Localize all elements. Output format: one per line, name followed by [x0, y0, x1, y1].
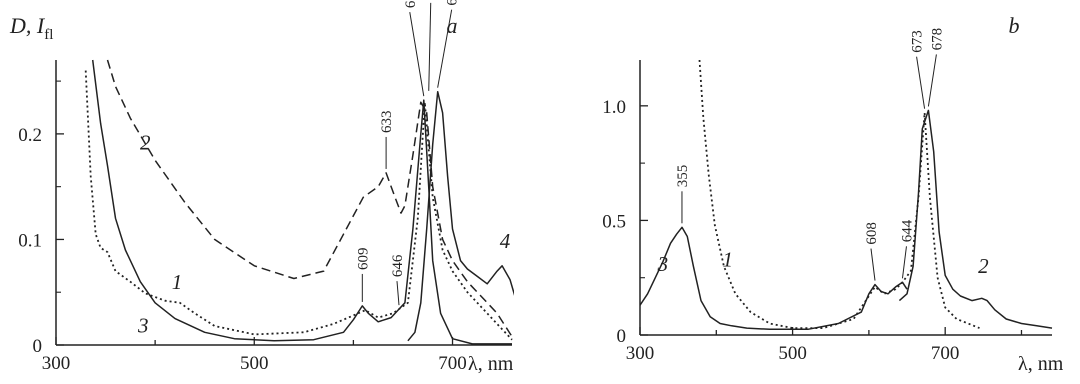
y-axis-label-main: D, I	[9, 13, 46, 38]
y-tick-label: 0.5	[602, 211, 626, 232]
panel-letter: b	[1009, 13, 1020, 38]
curve-label: 3	[137, 313, 149, 337]
curve-label: 1	[172, 270, 183, 294]
y-tick-label: 0	[33, 336, 43, 357]
curve-label: 4	[500, 229, 511, 253]
peak-label: 678	[929, 28, 945, 51]
x-tick-label: 500	[778, 343, 807, 364]
series-line-3	[640, 226, 908, 331]
peak-label: 644	[899, 219, 915, 242]
peak-label: 609	[355, 247, 371, 270]
peak-leader	[870, 248, 876, 281]
peak-label: 608	[864, 222, 880, 245]
y-axis-label-subscript: fl	[44, 27, 53, 43]
peak-label: 673	[910, 30, 926, 53]
peak-leader	[437, 9, 453, 88]
peak-label: 671	[403, 0, 419, 8]
peak-label: 646	[390, 254, 406, 277]
panel-a: 30050070000.10.26096336466716766851234aλ…	[9, 0, 514, 375]
x-tick-label: 300	[42, 353, 71, 374]
y-tick-label: 0.2	[18, 125, 42, 146]
x-tick-label: 300	[626, 343, 655, 364]
series-line-1	[698, 59, 980, 329]
x-tick-label: 500	[240, 353, 269, 374]
peak-label: 685	[445, 0, 461, 6]
y-tick-label: 0	[617, 326, 627, 347]
peak-leader	[901, 246, 907, 279]
series-line-2	[106, 59, 513, 338]
x-axis-label: λ, nm	[1018, 353, 1064, 375]
peak-leader	[396, 281, 400, 306]
peak-label: 633	[379, 110, 395, 133]
y-axis-label: D, Ifl	[9, 13, 53, 43]
panel-letter: a	[447, 13, 458, 38]
peak-leader	[916, 56, 926, 109]
series-line-1	[84, 70, 513, 341]
curve-label: 2	[140, 131, 151, 155]
series-line-2	[898, 109, 1053, 329]
series-line-3	[91, 59, 512, 345]
x-tick-label: 700	[931, 343, 960, 364]
curve-label: 3	[657, 252, 669, 276]
peak-leader	[428, 2, 432, 91]
peak-label: 355	[675, 165, 691, 188]
panel-b: 300 500 700 0 0.5 1.0 355 608 644 673 678 1 2 3 b λ, nm	[602, 13, 1063, 375]
series-line-4	[407, 90, 514, 342]
peak-leader	[409, 12, 425, 97]
curve-label: 1	[722, 247, 733, 271]
x-tick-label: 700	[438, 353, 467, 374]
curve-label: 2	[978, 254, 989, 278]
x-axis-label: λ, nm	[468, 353, 514, 375]
y-tick-label: 1.0	[602, 97, 626, 118]
y-tick-label: 0.1	[18, 230, 42, 251]
peak-leader	[927, 54, 937, 107]
